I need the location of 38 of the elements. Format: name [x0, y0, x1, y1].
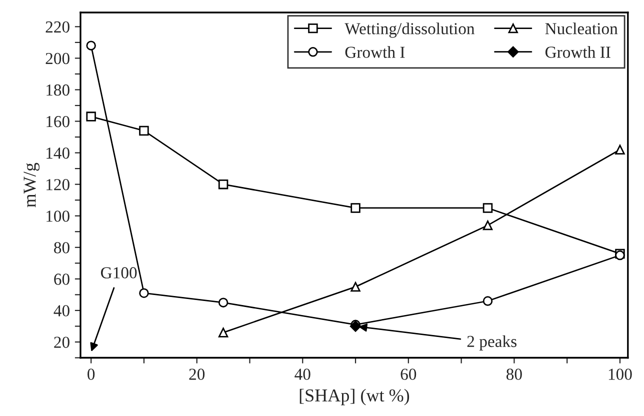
point: [482, 220, 493, 230]
legend-label: Growth II: [545, 46, 610, 58]
y-tick-label: 120: [46, 179, 70, 190]
point: [139, 126, 149, 136]
y-tick-label: 200: [46, 52, 70, 64]
annotation: G100: [100, 267, 137, 278]
point: [139, 288, 149, 298]
point: [86, 40, 96, 50]
y-tick-label: 140: [46, 148, 70, 159]
x-tick-label: 60: [400, 368, 416, 380]
point: [615, 144, 625, 155]
point: [482, 203, 493, 213]
y-tick-label: 160: [46, 116, 70, 128]
point: [218, 328, 228, 338]
annotation: 2 peaks: [467, 335, 516, 350]
point: [218, 179, 228, 190]
y-tick-label: 100: [46, 210, 70, 222]
point: [350, 203, 360, 213]
legend-label: Growth I: [345, 46, 405, 58]
y-tick-label: 80: [54, 242, 70, 254]
y-tick-label: 60: [54, 274, 70, 285]
y-tick-label: 20: [54, 336, 70, 348]
y-axis-title: mW/g: [24, 162, 40, 208]
point: [350, 282, 360, 292]
point: [218, 298, 228, 308]
legend-label: Nucleation: [545, 22, 618, 34]
x-axis-title: [SHAp] (wt %): [300, 388, 410, 406]
x-tick-label: 80: [506, 368, 522, 380]
x-tick-label: 20: [189, 368, 205, 380]
legend-label: Wetting/dissolution: [344, 22, 475, 38]
y-tick-label: 220: [46, 21, 70, 33]
y-tick-label: 180: [46, 84, 70, 96]
y-tick-label: 40: [54, 305, 70, 316]
x-tick-label: 0: [88, 368, 95, 380]
point: [86, 112, 96, 122]
x-tick-label: 100: [608, 368, 632, 380]
x-tick-label: 40: [294, 368, 310, 380]
point: [482, 296, 493, 306]
